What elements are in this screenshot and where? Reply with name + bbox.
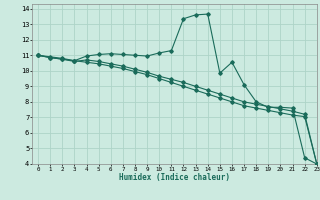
X-axis label: Humidex (Indice chaleur): Humidex (Indice chaleur) xyxy=(119,173,230,182)
